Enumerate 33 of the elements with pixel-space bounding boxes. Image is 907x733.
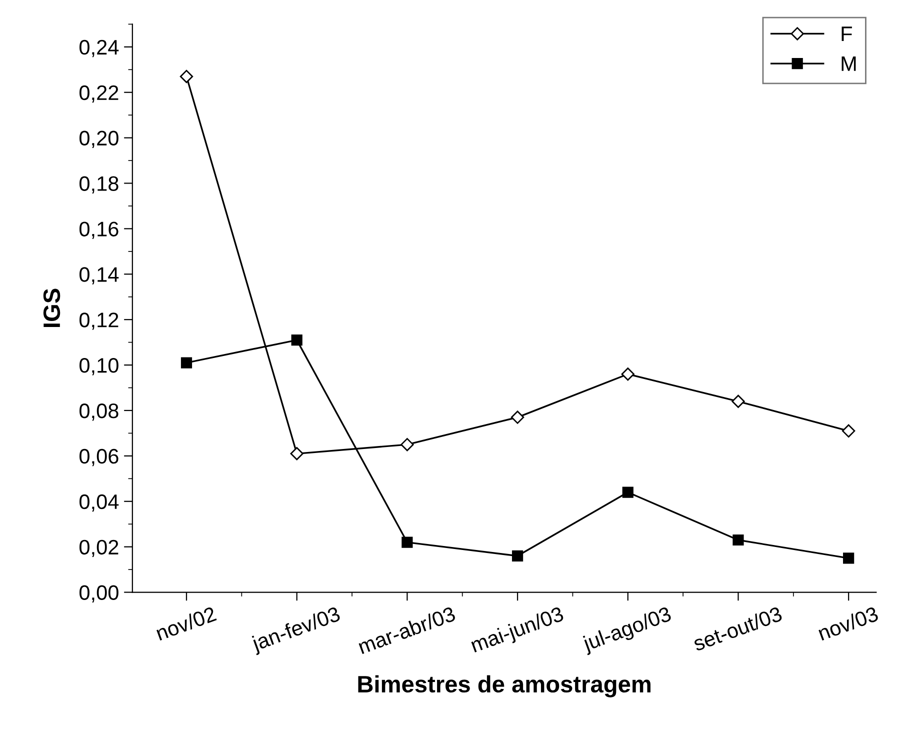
y-tick-label: 0,12 bbox=[80, 312, 118, 330]
point bbox=[622, 486, 634, 498]
y-tick-label: 0,14 bbox=[80, 267, 119, 284]
point bbox=[290, 447, 304, 460]
legend-label: M bbox=[842, 56, 856, 71]
point bbox=[621, 368, 634, 381]
x-tick-label: nov/02 bbox=[155, 606, 217, 641]
x-tick-label: nov/03 bbox=[817, 606, 880, 641]
point bbox=[843, 552, 854, 564]
y-tick-label: 0,00 bbox=[80, 585, 118, 602]
point bbox=[732, 534, 744, 546]
y-tick-label: 0,18 bbox=[80, 176, 118, 194]
point bbox=[291, 334, 302, 346]
y-tick-label: 0,08 bbox=[80, 403, 118, 421]
point bbox=[402, 536, 413, 548]
y-tick-label: 0,10 bbox=[80, 358, 118, 376]
x-axis-title: Bimestres de amostragem bbox=[358, 675, 650, 698]
point bbox=[400, 438, 414, 452]
y-tick-label: 0,02 bbox=[80, 540, 118, 558]
point bbox=[842, 424, 856, 438]
y-tick-label: 0,20 bbox=[80, 130, 118, 148]
point bbox=[510, 410, 524, 424]
y-tick-label: 0,04 bbox=[80, 494, 119, 512]
y-tick-label: 0,22 bbox=[80, 85, 118, 103]
point bbox=[512, 550, 524, 562]
y-tick-label: 0,16 bbox=[80, 222, 118, 239]
legend-label: F bbox=[842, 26, 852, 41]
point bbox=[180, 357, 192, 368]
y-tick-label: 0,24 bbox=[80, 40, 119, 58]
y-axis-title: IGS bbox=[43, 288, 60, 327]
y-tick-label: 0,06 bbox=[80, 448, 118, 466]
point bbox=[180, 70, 194, 84]
point bbox=[732, 394, 745, 408]
